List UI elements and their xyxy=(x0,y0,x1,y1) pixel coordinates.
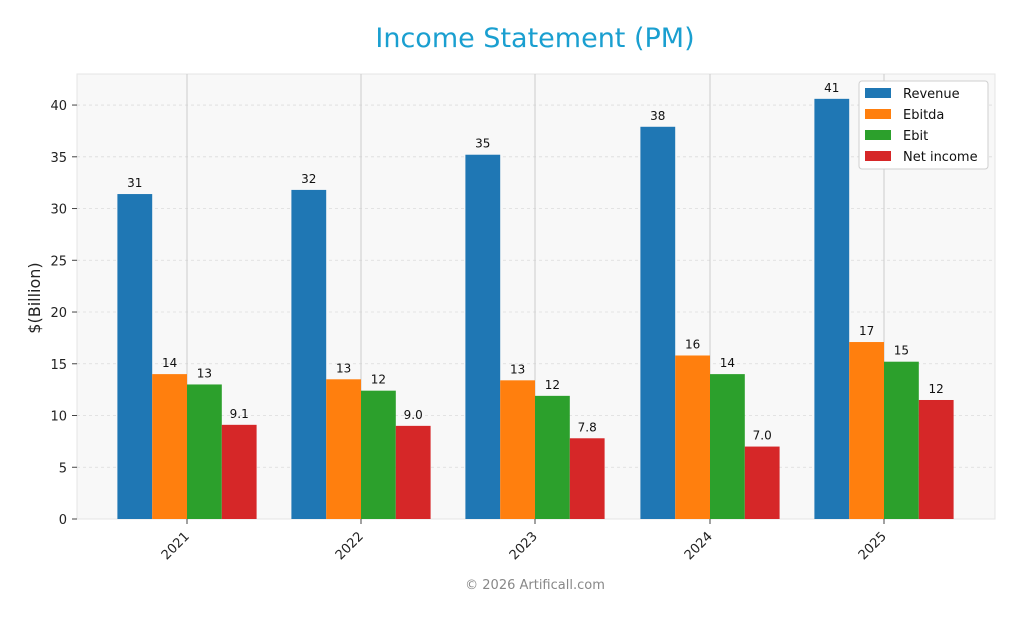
data-label: 15 xyxy=(894,344,909,358)
bar-net-income-2022 xyxy=(395,425,431,519)
bars-layer xyxy=(117,98,954,520)
bar-ebit-2023 xyxy=(535,395,570,519)
bar-ebit-2022 xyxy=(361,390,396,519)
y-tick-label: 35 xyxy=(50,151,67,166)
data-label: 13 xyxy=(197,366,212,380)
bar-ebitda-2021 xyxy=(152,374,187,519)
y-tick-label: 30 xyxy=(50,203,67,218)
data-label: 12 xyxy=(371,373,386,387)
bar-ebitda-2022 xyxy=(326,379,361,519)
bar-ebit-2025 xyxy=(884,361,919,519)
legend-swatch xyxy=(865,151,891,161)
x-tick-label: 2021 xyxy=(159,529,193,563)
legend-label: Ebitda xyxy=(903,108,944,123)
x-tick-label: 2024 xyxy=(682,529,716,563)
bar-net-income-2025 xyxy=(918,399,954,519)
bar-revenue-2024 xyxy=(640,126,676,520)
footer-copyright: © 2026 Artificall.com xyxy=(465,578,605,593)
legend-box xyxy=(858,80,989,170)
y-tick-label: 0 xyxy=(59,513,67,528)
data-label: 7.0 xyxy=(753,429,772,443)
legend: Revenue Ebitda Ebit Net income xyxy=(858,80,989,170)
bar-revenue-2023 xyxy=(465,154,501,519)
data-label: 12 xyxy=(545,378,560,392)
y-axis-label: $(Billion) xyxy=(25,262,44,333)
data-label: 14 xyxy=(720,356,735,370)
data-label: 17 xyxy=(859,324,874,338)
bar-revenue-2022 xyxy=(291,189,327,519)
data-label: 13 xyxy=(336,361,351,375)
data-label: 41 xyxy=(824,81,839,95)
legend-swatch xyxy=(865,88,891,98)
data-label: 12 xyxy=(929,382,944,396)
data-label: 7.8 xyxy=(578,420,597,434)
y-tick-label: 25 xyxy=(50,254,67,269)
bar-ebit-2024 xyxy=(710,374,745,519)
bar-ebitda-2025 xyxy=(849,342,884,519)
x-tick-label: 2023 xyxy=(507,529,541,563)
data-label: 38 xyxy=(650,109,665,123)
y-tick-label: 15 xyxy=(50,358,67,373)
data-label: 31 xyxy=(127,176,142,190)
bar-net-income-2023 xyxy=(569,438,605,519)
data-label: 32 xyxy=(301,172,316,186)
bar-revenue-2021 xyxy=(117,194,153,519)
data-label: 14 xyxy=(162,356,177,370)
data-labels-layer: 31 32 35 38 41 14 13 13 16 17 13 12 12 14 15 9.1 9.0 7.8 7… xyxy=(127,81,944,443)
bar-ebitda-2024 xyxy=(675,355,710,519)
data-label: 35 xyxy=(475,137,490,151)
bar-revenue-2025 xyxy=(814,98,850,519)
data-label: 9.1 xyxy=(230,407,249,421)
legend-swatch xyxy=(865,109,891,119)
data-label: 16 xyxy=(685,337,700,351)
legend-swatch xyxy=(865,130,891,140)
bar-ebitda-2023 xyxy=(500,380,535,519)
x-tick-label: 2022 xyxy=(333,529,367,563)
bar-net-income-2021 xyxy=(221,424,257,519)
bar-ebit-2021 xyxy=(187,384,222,519)
y-tick-label: 5 xyxy=(59,461,67,476)
chart-title: Income Statement (PM) xyxy=(375,23,694,54)
bar-net-income-2024 xyxy=(744,446,780,519)
data-label: 13 xyxy=(510,362,525,376)
data-label: 9.0 xyxy=(404,408,423,422)
y-tick-label: 20 xyxy=(50,306,67,321)
legend-label: Ebit xyxy=(903,129,928,144)
y-tick-label: 10 xyxy=(50,410,67,425)
legend-label: Net income xyxy=(903,150,978,165)
x-tick-label: 2025 xyxy=(856,529,890,563)
legend-label: Revenue xyxy=(903,87,960,102)
y-tick-label: 40 xyxy=(50,99,67,114)
